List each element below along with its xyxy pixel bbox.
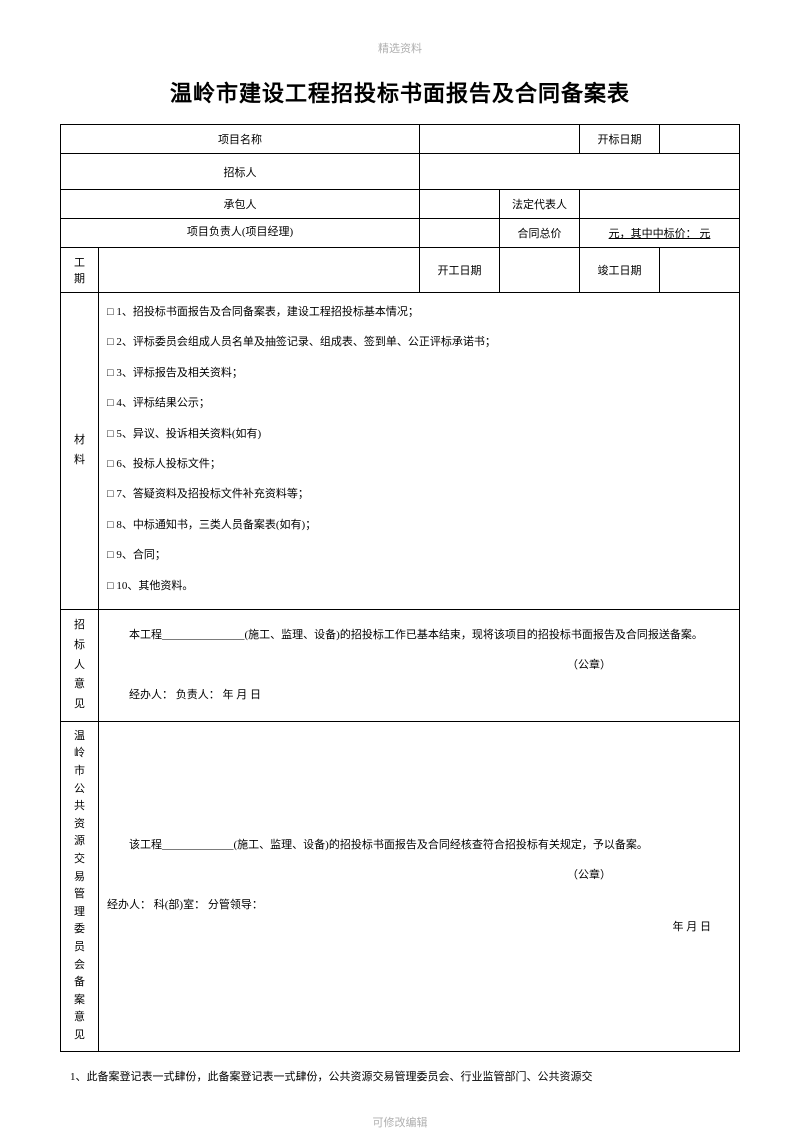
form-table: 项目名称 开标日期 招标人 承包人 法定代表人 项目负责人(项目经理) 合同总价… [60,124,740,1052]
contractor-label: 承包人 [61,190,420,219]
material-item: □ 1、招投标书面报告及合同备案表，建设工程招投标基本情况； [107,299,731,325]
tenderer-opinion-text: 本工程_______________(施工、监理、设备)的招投标工作已基本结束，… [107,624,731,646]
header-label: 精选资料 [60,40,740,56]
project-name-value [420,125,580,154]
tenderer-value [420,154,740,190]
committee-opinion-content: 该工程_____________(施工、监理、设备)的招投标书面报告及合同经核查… [99,721,740,1051]
committee-sign-line2: 年 月 日 [107,916,731,938]
contract-total-label: 合同总价 [500,219,580,248]
tenderer-seal: （公章） [107,654,731,676]
material-item: □ 2、评标委员会组成人员名单及抽签记录、组成表、签到单、公正评标承诺书； [107,329,731,355]
materials-label: 材料 [61,293,99,610]
project-name-label: 项目名称 [61,125,420,154]
footer-note: 1、此备案登记表一式肆份，此备案登记表一式肆份，公共资源交易管理委员会、行业监管… [60,1068,740,1084]
legal-rep-label: 法定代表人 [500,190,580,219]
page-title: 温岭市建设工程招投标书面报告及合同备案表 [60,76,740,108]
bid-open-date-label: 开标日期 [580,125,660,154]
tenderer-sign-line: 经办人： 负责人： 年 月 日 [107,684,731,706]
start-date-value [500,248,580,293]
material-item: □ 7、答疑资料及招投标文件补充资料等； [107,481,731,507]
contract-total-value: 元，其中中标价： 元 [580,219,740,248]
bid-open-date-value [660,125,740,154]
duration-label: 工期 [61,248,99,293]
material-item: □ 10、其他资料。 [107,573,731,599]
completion-date-value [660,248,740,293]
material-item: □ 3、评标报告及相关资料； [107,360,731,386]
tenderer-opinion-content: 本工程_______________(施工、监理、设备)的招投标工作已基本结束，… [99,609,740,721]
committee-opinion-text: 该工程_____________(施工、监理、设备)的招投标书面报告及合同经核查… [107,834,731,856]
project-manager-value [420,219,500,248]
tenderer-opinion-label: 招标人意见 [61,609,99,721]
tenderer-label: 招标人 [61,154,420,190]
completion-date-label: 竣工日期 [580,248,660,293]
contractor-value [420,190,500,219]
material-item: □ 5、异议、投诉相关资料(如有) [107,421,731,447]
material-item: □ 6、投标人投标文件； [107,451,731,477]
duration-value [99,248,420,293]
committee-seal: （公章） [107,864,731,886]
legal-rep-value [580,190,740,219]
material-item: □ 9、合同； [107,542,731,568]
material-item: □ 8、中标通知书，三类人员备案表(如有)； [107,512,731,538]
materials-list: □ 1、招投标书面报告及合同备案表，建设工程招投标基本情况； □ 2、评标委员会… [99,293,740,610]
committee-sign-line1: 经办人： 科(部)室： 分管领导： [107,894,731,916]
committee-opinion-label: 温岭市公共资源交易管理委员会备案意见 [61,721,99,1051]
footer-label: 可修改编辑 [60,1114,740,1130]
start-date-label: 开工日期 [420,248,500,293]
project-manager-label: 项目负责人(项目经理) [61,219,420,248]
material-item: □ 4、评标结果公示； [107,390,731,416]
